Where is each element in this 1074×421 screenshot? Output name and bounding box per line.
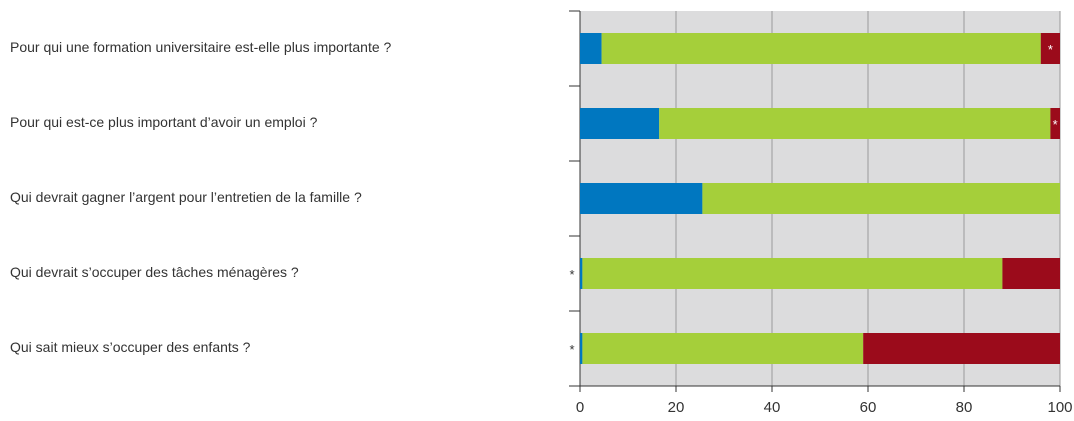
bar-segment [582,333,864,364]
annotation: * [1053,117,1058,132]
annotation: * [569,342,574,357]
category-label: Pour qui est-ce plus important d’avoir u… [10,114,318,130]
annotation: * [1048,42,1053,57]
x-tick-label: 100 [1047,399,1072,416]
x-tick-label: 80 [956,399,973,416]
bar-segment [1002,258,1060,289]
bar-segment [601,33,1041,64]
bar-segment [1050,108,1060,139]
category-label: Qui sait mieux s’occuper des enfants ? [10,339,251,355]
x-tick-label: 40 [764,399,781,416]
category-label: Qui devrait gagner l’argent pour l’entre… [10,189,362,205]
category-label: Qui devrait s’occuper des tâches ménagèr… [10,264,299,280]
bar-segment [1040,33,1060,64]
bar-segment [863,333,1060,364]
bar-segment [580,108,660,139]
bar-segment [580,258,583,289]
x-tick-label: 60 [860,399,877,416]
bar-segment [702,183,1060,214]
bar-segment [582,258,1003,289]
x-tick-label: 20 [668,399,685,416]
bar-segment [580,183,703,214]
x-tick-label: 0 [576,399,584,416]
annotation: * [569,267,574,282]
category-label: Pour qui une formation universitaire est… [10,39,392,55]
bar-segment [659,108,1051,139]
bar-segment [580,33,602,64]
bar-segment [580,333,583,364]
